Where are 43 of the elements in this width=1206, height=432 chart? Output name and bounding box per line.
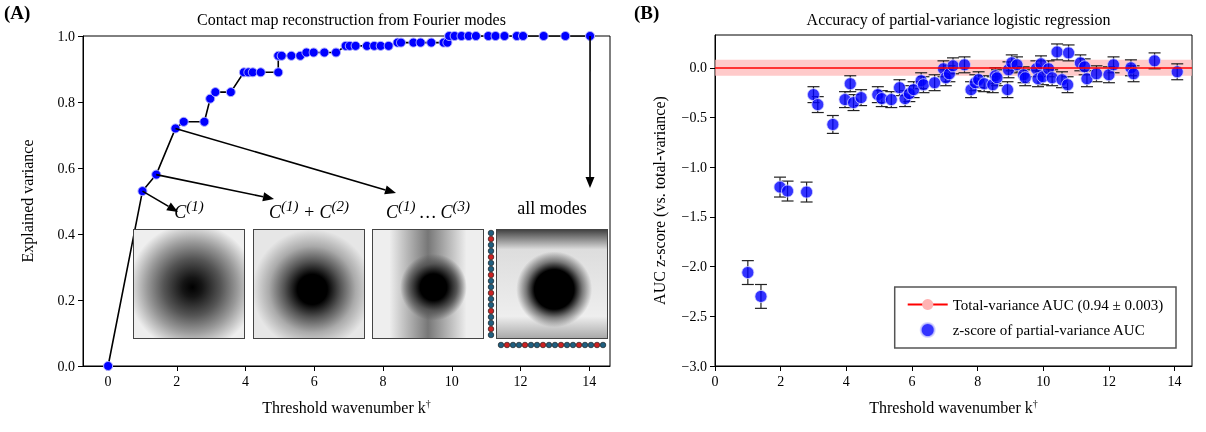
x-axis-title: Threshold wavenumber k† <box>869 397 1038 416</box>
y-tick-label: 1.0 <box>57 28 75 44</box>
annotation: C$^{(1)}$ … C$^{(3)}$ <box>385 198 471 223</box>
text: (B) <box>634 2 660 24</box>
y-tick-label: −0.5 <box>681 110 707 125</box>
chart-title: Accuracy of partial-variance logistic regression <box>806 10 1111 29</box>
text: (A) <box>4 2 31 24</box>
annotation: C$^{(1)}$ <box>173 198 205 223</box>
x-tick-label: 2 <box>173 373 181 389</box>
x-tick-label: 8 <box>974 373 982 389</box>
x-tick-label: 14 <box>582 373 597 389</box>
y-tick-label: −3.0 <box>681 358 707 374</box>
y-tick-label: 0.6 <box>57 160 75 176</box>
x-axis-title: Threshold wavenumber k† <box>262 397 431 416</box>
y-tick-label: 0.2 <box>57 292 75 308</box>
y-axis-title: Explained variance <box>18 139 37 263</box>
x-tick-label: 6 <box>908 373 916 389</box>
x-tick-label: 12 <box>513 373 528 389</box>
x-tick-label: 2 <box>777 373 785 389</box>
y-tick-label: −1.0 <box>681 159 707 175</box>
y-tick-label: −1.5 <box>681 209 707 225</box>
x-tick-label: 14 <box>1167 373 1182 389</box>
x-tick-label: 12 <box>1101 373 1116 389</box>
x-tick-label: 0 <box>104 373 112 389</box>
x-tick-label: 4 <box>242 373 250 389</box>
annotation: all modes <box>516 198 588 219</box>
x-tick-label: 4 <box>842 373 850 389</box>
y-tick-label: 0.0 <box>689 60 707 76</box>
chart-title: Contact map reconstruction from Fourier modes <box>197 10 506 29</box>
x-tick-label: 10 <box>1036 373 1051 389</box>
y-tick-label: −2.5 <box>681 308 707 324</box>
y-tick-label: 0.0 <box>57 358 75 374</box>
legend-label: z-score of partial-variance AUC <box>952 322 1145 338</box>
y-tick-label: 0.4 <box>57 226 75 242</box>
x-tick-label: 6 <box>310 373 318 389</box>
x-tick-label: 10 <box>444 373 459 389</box>
legend-label: Total-variance AUC (0.94 ± 0.003) <box>952 296 1164 314</box>
x-tick-label: 0 <box>711 373 719 389</box>
y-tick-label: 0.8 <box>57 94 75 110</box>
y-tick-label: −2.0 <box>681 259 707 275</box>
x-tick-label: 8 <box>379 373 387 389</box>
y-axis-title: AUC z-score (vs. total-variance) <box>650 96 669 305</box>
annotation: C$^{(1)}$ + C$^{(2)}$ <box>267 198 351 223</box>
